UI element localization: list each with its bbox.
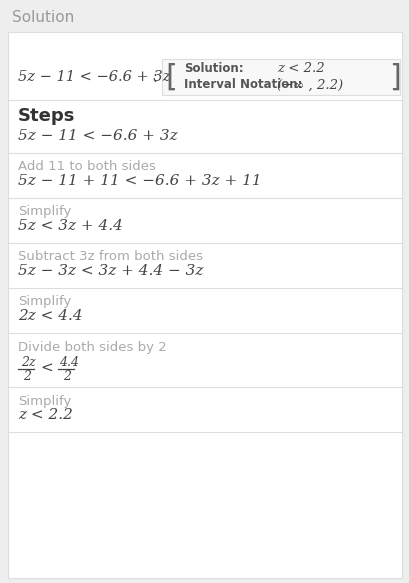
- Text: 5z − 3z < 3z + 4.4 − 3z: 5z − 3z < 3z + 4.4 − 3z: [18, 264, 203, 278]
- Text: Simplify: Simplify: [18, 296, 71, 308]
- Text: <: <: [40, 362, 53, 376]
- Text: Steps: Steps: [18, 107, 75, 125]
- Text: [: [: [164, 62, 176, 92]
- Text: (−∞ , 2.2): (−∞ , 2.2): [276, 79, 342, 92]
- Text: 5z − 11 < −6.6 + 3z: 5z − 11 < −6.6 + 3z: [18, 129, 177, 143]
- FancyBboxPatch shape: [162, 59, 399, 95]
- Text: 4.4: 4.4: [59, 356, 79, 368]
- Text: 2z: 2z: [21, 356, 36, 368]
- Text: 2: 2: [63, 370, 71, 382]
- Text: z < 2.2: z < 2.2: [18, 408, 73, 422]
- Text: 2z < 4.4: 2z < 4.4: [18, 309, 83, 323]
- Text: Add 11 to both sides: Add 11 to both sides: [18, 160, 155, 174]
- Text: 5z < 3z + 4.4: 5z < 3z + 4.4: [18, 219, 123, 233]
- Text: Interval Notation:: Interval Notation:: [184, 79, 302, 92]
- Text: Solution: Solution: [12, 10, 74, 26]
- Text: Subtract 3z from both sides: Subtract 3z from both sides: [18, 251, 202, 264]
- Text: Simplify: Simplify: [18, 205, 71, 219]
- Text: :: :: [152, 69, 157, 85]
- Text: Simplify: Simplify: [18, 395, 71, 408]
- Text: 5z − 11 < −6.6 + 3z: 5z − 11 < −6.6 + 3z: [18, 70, 170, 84]
- Text: ]: ]: [388, 62, 400, 92]
- Text: z < 2.2: z < 2.2: [276, 62, 324, 76]
- FancyBboxPatch shape: [8, 32, 401, 578]
- Text: Divide both sides by 2: Divide both sides by 2: [18, 340, 166, 353]
- Text: 5z − 11 + 11 < −6.6 + 3z + 11: 5z − 11 + 11 < −6.6 + 3z + 11: [18, 174, 261, 188]
- Text: 2: 2: [23, 370, 31, 382]
- Text: Solution:: Solution:: [184, 62, 243, 76]
